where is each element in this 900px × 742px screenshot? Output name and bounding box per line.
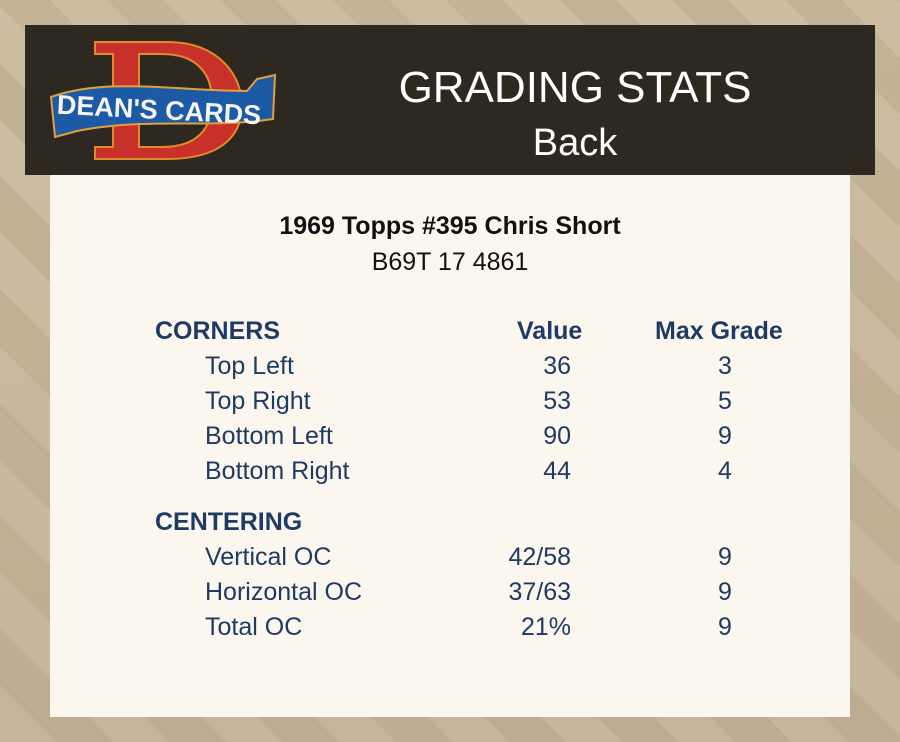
row-label: Bottom Right [205,457,350,485]
row-value: 90 [543,422,571,450]
row-max-grade: 3 [718,352,732,380]
row-label: Vertical OC [205,543,332,571]
corners-heading: CORNERS [155,317,281,345]
row-label: Total OC [205,613,303,641]
page-title: GRADING STATS [398,63,752,112]
row-max-grade: 9 [718,543,732,571]
row-max-grade: 9 [718,613,732,641]
row-value: 42/58 [508,543,571,571]
row-max-grade: 9 [718,422,732,450]
table-row: Bottom Right 44 4 [50,457,850,489]
header: DEAN'S CARDS GRADING STATS Back [25,25,875,175]
table-row: Bottom Left 90 9 [50,422,850,454]
row-max-grade: 4 [718,457,732,485]
card-name: 1969 Topps #395 Chris Short [279,212,621,240]
max-grade-column-header: Max Grade [655,317,783,345]
corners-header-row: CORNERS Value Max Grade [50,317,850,349]
row-value: 21% [520,613,571,641]
row-value: 37/63 [508,578,571,606]
table-row: Vertical OC 42/58 9 [50,543,850,575]
value-column-header: Value [517,317,583,345]
table-row: Horizontal OC 37/63 9 [50,578,850,610]
card-code: B69T 17 4861 [371,248,529,276]
table-row: Top Left 36 3 [50,352,850,384]
row-value: 36 [543,352,571,380]
page-subtitle: Back [532,122,618,164]
row-value: 44 [543,457,571,485]
row-label: Horizontal OC [205,578,362,606]
stats-panel: 1969 Topps #395 Chris Short B69T 17 4861… [50,175,850,717]
centering-header-row: CENTERING [50,508,850,540]
row-label: Top Right [205,387,311,415]
deans-cards-logo: DEAN'S CARDS [49,41,277,160]
row-value: 53 [543,387,571,415]
table-row: Total OC 21% 9 [50,613,850,645]
row-label: Bottom Left [205,422,333,450]
row-max-grade: 9 [718,578,732,606]
centering-heading: CENTERING [155,508,303,536]
table-row: Top Right 53 5 [50,387,850,419]
row-max-grade: 5 [718,387,732,415]
row-label: Top Left [205,352,294,380]
